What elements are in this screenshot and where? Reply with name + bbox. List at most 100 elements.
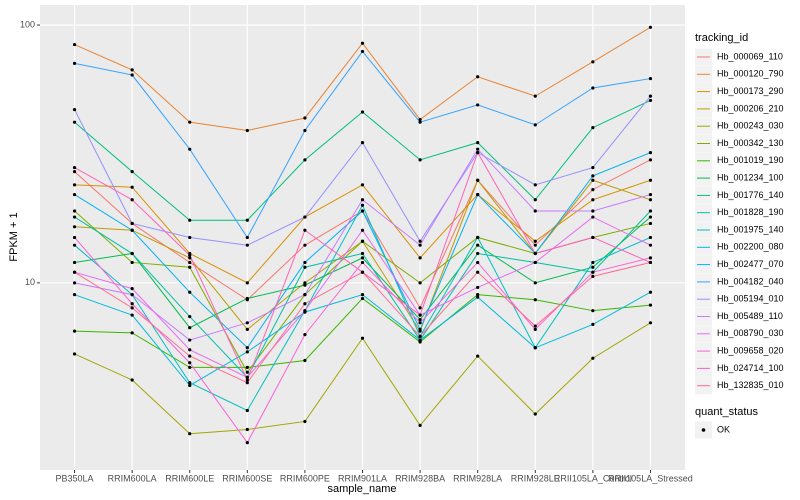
data-point bbox=[648, 192, 653, 197]
data-point bbox=[533, 412, 537, 416]
data-point bbox=[476, 151, 480, 155]
data-point bbox=[360, 296, 365, 301]
data-point bbox=[648, 235, 653, 240]
data-point bbox=[533, 198, 537, 202]
legend-label: Hb_004182_040 bbox=[717, 276, 784, 286]
data-point bbox=[188, 290, 192, 294]
data-point bbox=[130, 287, 134, 291]
data-point bbox=[476, 140, 480, 145]
data-point bbox=[188, 338, 192, 342]
data-point bbox=[72, 243, 77, 247]
data-point bbox=[360, 251, 365, 256]
data-point bbox=[188, 381, 192, 385]
legend-title: tracking_id bbox=[695, 32, 748, 44]
data-point bbox=[188, 235, 192, 240]
data-point bbox=[418, 256, 422, 260]
data-point bbox=[188, 120, 192, 124]
data-point bbox=[188, 147, 192, 151]
data-point bbox=[303, 116, 307, 120]
data-point bbox=[72, 235, 77, 240]
legend-label: Hb_024714_100 bbox=[717, 363, 784, 373]
data-point bbox=[591, 126, 595, 130]
data-point bbox=[591, 215, 595, 219]
data-point bbox=[591, 188, 595, 192]
data-point bbox=[418, 120, 422, 124]
data-point bbox=[72, 260, 77, 265]
data-point bbox=[591, 235, 595, 240]
y-tick-label: 100 bbox=[20, 19, 35, 29]
data-point bbox=[533, 346, 537, 350]
data-point bbox=[360, 198, 365, 202]
data-point bbox=[188, 218, 192, 222]
data-point bbox=[72, 215, 77, 219]
data-point bbox=[648, 221, 653, 226]
data-point bbox=[360, 110, 365, 114]
data-point bbox=[303, 293, 307, 297]
data-point bbox=[188, 265, 192, 269]
legend-label: Hb_002477_070 bbox=[717, 259, 784, 269]
data-point bbox=[591, 60, 595, 64]
data-point bbox=[533, 183, 537, 187]
legend-label: Hb_001828_190 bbox=[717, 207, 784, 217]
data-point bbox=[533, 239, 537, 243]
data-point bbox=[72, 293, 77, 297]
data-point bbox=[648, 209, 653, 213]
data-point bbox=[591, 178, 595, 182]
data-point bbox=[476, 178, 480, 182]
data-point bbox=[476, 75, 480, 79]
data-point bbox=[476, 293, 480, 297]
data-point bbox=[303, 260, 307, 265]
data-point bbox=[533, 243, 537, 247]
y-tick-label: 10 bbox=[25, 277, 35, 287]
data-point bbox=[72, 183, 77, 187]
data-point bbox=[303, 265, 307, 269]
data-point bbox=[303, 332, 307, 337]
data-point bbox=[130, 73, 134, 77]
data-point bbox=[360, 336, 365, 340]
data-point bbox=[648, 260, 653, 265]
data-point bbox=[245, 296, 249, 301]
data-point bbox=[476, 243, 480, 247]
data-point bbox=[418, 158, 422, 162]
data-point bbox=[303, 309, 307, 313]
legend2-swatch bbox=[701, 428, 706, 432]
data-point bbox=[188, 354, 192, 358]
data-point bbox=[360, 140, 365, 145]
data-point bbox=[476, 251, 480, 256]
x-tick-label: RRIM901LA bbox=[338, 473, 387, 483]
data-point bbox=[72, 120, 77, 124]
x-tick-label: RRIM600LE bbox=[165, 473, 214, 483]
data-point bbox=[360, 293, 365, 297]
data-point bbox=[418, 318, 422, 322]
data-point bbox=[360, 239, 365, 243]
data-point bbox=[360, 270, 365, 274]
data-point bbox=[245, 128, 249, 133]
x-tick-label: RRII105LA_Control bbox=[554, 473, 632, 483]
data-point bbox=[188, 326, 192, 330]
data-point bbox=[188, 383, 192, 388]
data-point bbox=[245, 218, 249, 222]
legend-label: Hb_000173_290 bbox=[717, 86, 784, 96]
x-tick-label: RRIM928LE bbox=[511, 473, 560, 483]
data-point bbox=[245, 346, 249, 350]
data-point bbox=[476, 354, 480, 358]
data-point bbox=[245, 441, 249, 445]
data-point bbox=[72, 329, 77, 333]
data-point bbox=[591, 165, 595, 170]
data-point bbox=[418, 321, 422, 325]
data-point bbox=[72, 225, 77, 229]
data-point bbox=[533, 327, 537, 331]
data-point bbox=[648, 321, 653, 325]
data-point bbox=[533, 324, 537, 328]
data-point bbox=[360, 228, 365, 232]
data-point bbox=[533, 281, 537, 285]
data-point bbox=[418, 239, 422, 243]
legend-label: Hb_000120_790 bbox=[717, 69, 784, 79]
data-point bbox=[476, 260, 480, 265]
data-point bbox=[418, 423, 422, 427]
data-point bbox=[648, 158, 653, 162]
data-point bbox=[245, 378, 249, 382]
data-point bbox=[130, 331, 134, 335]
legend-label: Hb_008790_030 bbox=[717, 328, 784, 338]
data-point bbox=[303, 128, 307, 133]
